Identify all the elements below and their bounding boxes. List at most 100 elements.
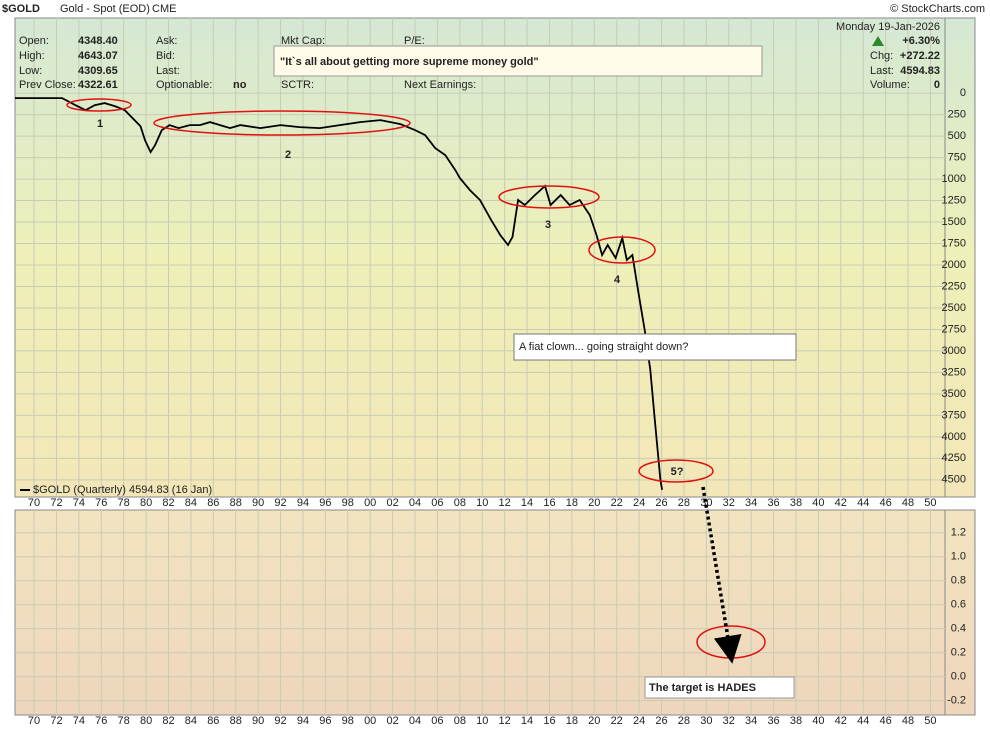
x-tick-label: 96 <box>319 715 331 727</box>
field-value: 4594.83 <box>900 65 940 77</box>
highlight-ellipse <box>66 98 132 112</box>
x-tick-label: 94 <box>297 497 309 509</box>
y-tick-label: 750 <box>948 152 966 164</box>
x-tick-label: 82 <box>162 715 174 727</box>
x-tick-label: 98 <box>342 497 354 509</box>
x-tick-label: 76 <box>95 715 107 727</box>
x-tick-label: 44 <box>857 715 869 727</box>
y-tick-label: 2500 <box>942 302 966 314</box>
y-tick-label: 3750 <box>942 409 966 421</box>
x-tick-label: 06 <box>431 715 443 727</box>
field-label: Low: <box>19 65 42 77</box>
y-tick-label: 250 <box>948 109 966 121</box>
x-tick-label: 40 <box>812 497 824 509</box>
y-tick-label: 0.8 <box>951 575 966 587</box>
y-tick-label: 4250 <box>942 452 966 464</box>
x-tick-label: 76 <box>95 497 107 509</box>
x-tick-label: 88 <box>230 497 242 509</box>
x-tick-label: 00 <box>364 715 376 727</box>
x-tick-label: 82 <box>162 497 174 509</box>
field-label: SCTR: <box>281 79 314 91</box>
x-tick-label: 86 <box>207 497 219 509</box>
x-tick-label: 02 <box>386 497 398 509</box>
x-tick-label: 24 <box>633 715 645 727</box>
x-tick-label: 96 <box>319 497 331 509</box>
x-tick-label: 20 <box>588 715 600 727</box>
x-tick-label: 72 <box>50 715 62 727</box>
y-tick-label: 1250 <box>942 194 966 206</box>
x-tick-label: 90 <box>252 715 264 727</box>
copyright: © StockCharts.com <box>890 3 985 15</box>
x-tick-label: 50 <box>924 497 936 509</box>
quote-box <box>273 45 763 77</box>
y-tick-label: 0 <box>960 87 966 99</box>
x-tick-label: 22 <box>611 715 623 727</box>
wave-label: 5? <box>671 466 684 478</box>
symbol: $GOLD <box>2 3 40 15</box>
x-tick-label: 84 <box>185 497 197 509</box>
x-tick-label: 04 <box>409 497 421 509</box>
x-tick-label: 98 <box>342 715 354 727</box>
field-label: Chg: <box>870 50 893 62</box>
y-tick-label: 3250 <box>942 366 966 378</box>
x-tick-label: 36 <box>767 497 779 509</box>
y-tick-label: 4500 <box>942 474 966 486</box>
x-tick-label: 10 <box>476 715 488 727</box>
price-panel <box>14 17 946 498</box>
field-label: Volume: <box>870 79 910 91</box>
x-tick-label: 44 <box>857 497 869 509</box>
x-tick-label: 40 <box>812 715 824 727</box>
y-tick-label: 1.2 <box>951 527 966 539</box>
hades-box <box>644 676 795 699</box>
x-tick-label: 78 <box>118 715 130 727</box>
x-tick-label: 36 <box>767 715 779 727</box>
x-tick-label: 70 <box>28 497 40 509</box>
callout-text: A fiat clown... going straight down? <box>519 341 688 353</box>
y-tick-label: 1500 <box>942 216 966 228</box>
x-tick-label: 02 <box>386 715 398 727</box>
legend-label: $GOLD (Quarterly) 4594.83 (16 Jan) <box>33 484 212 496</box>
y-tick-label: 1000 <box>942 173 966 185</box>
y-tick-label: 2000 <box>942 259 966 271</box>
callout-box <box>513 333 797 361</box>
y-tick-label: -0.2 <box>947 695 966 707</box>
x-tick-label: 08 <box>454 715 466 727</box>
highlight-ellipse <box>638 459 714 483</box>
x-tick-label: 30 <box>700 497 712 509</box>
x-tick-label: 92 <box>274 715 286 727</box>
x-tick-label: 14 <box>521 715 533 727</box>
y-tick-label: 0.6 <box>951 599 966 611</box>
field-label: P/E: <box>404 35 425 47</box>
highlight-ellipse <box>588 236 656 264</box>
field-label: Last: <box>156 65 180 77</box>
field-label: Optionable: <box>156 79 212 91</box>
x-tick-label: 90 <box>252 497 264 509</box>
price-line <box>15 97 663 490</box>
y-tick-label: 0.4 <box>951 623 966 635</box>
x-tick-label: 24 <box>633 497 645 509</box>
x-tick-label: 26 <box>655 497 667 509</box>
x-tick-label: 16 <box>543 715 555 727</box>
x-tick-label: 18 <box>566 497 578 509</box>
x-tick-label: 72 <box>50 497 62 509</box>
x-tick-label: 34 <box>745 715 757 727</box>
x-tick-label: 46 <box>879 497 891 509</box>
exchange: CME <box>152 3 176 15</box>
quote-text: "It`s all about getting more supreme mon… <box>280 56 539 68</box>
field-label: High: <box>19 50 45 62</box>
field-value: 4309.65 <box>78 65 118 77</box>
y-tick-label: 0.0 <box>951 671 966 683</box>
x-tick-label: 34 <box>745 497 757 509</box>
x-tick-label: 00 <box>364 497 376 509</box>
foreground: $GOLD Gold - Spot (EOD) CME © StockCharts.c… <box>2 3 985 727</box>
x-tick-label: 50 <box>924 715 936 727</box>
field-label: Bid: <box>156 50 175 62</box>
wave-label: 1 <box>97 118 103 130</box>
x-tick-label: 22 <box>611 497 623 509</box>
x-tick-label: 04 <box>409 715 421 727</box>
y-tick-label: 1750 <box>942 237 966 249</box>
lower-axis-panel <box>944 509 976 716</box>
field-value: 0 <box>934 79 940 91</box>
y-tick-label: 3500 <box>942 388 966 400</box>
